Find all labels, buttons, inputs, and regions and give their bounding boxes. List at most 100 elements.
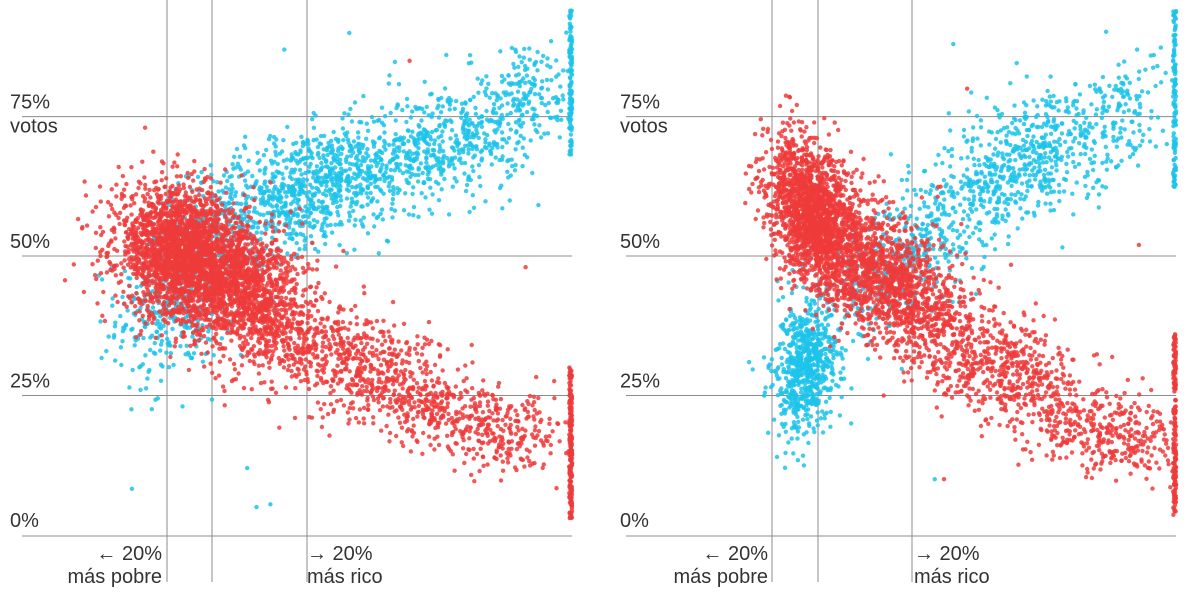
point-red xyxy=(268,180,273,185)
point-blue xyxy=(359,191,364,196)
point-red xyxy=(159,235,164,241)
point-blue xyxy=(323,241,328,247)
point-blue xyxy=(112,324,118,329)
point-blue xyxy=(305,155,311,160)
point-red xyxy=(165,254,170,259)
point-blue xyxy=(221,173,227,178)
point-blue xyxy=(324,183,329,189)
point-blue xyxy=(418,161,424,166)
point-red xyxy=(195,299,200,304)
point-blue xyxy=(347,161,353,166)
point-blue xyxy=(158,342,164,347)
point-blue xyxy=(163,330,169,335)
point-blue xyxy=(464,182,470,188)
point-red xyxy=(216,373,222,378)
point-blue xyxy=(329,187,334,192)
point-red xyxy=(263,231,268,236)
point-blue xyxy=(390,215,395,220)
point-red xyxy=(114,194,119,199)
point-blue xyxy=(421,180,426,186)
point-blue xyxy=(138,387,143,393)
point-blue xyxy=(387,142,392,148)
point-blue xyxy=(568,60,573,66)
point-blue xyxy=(471,155,476,160)
point-red xyxy=(125,236,131,242)
point-blue xyxy=(505,112,510,118)
point-red xyxy=(139,272,145,277)
point-red xyxy=(108,261,113,266)
point-blue xyxy=(311,171,316,176)
point-blue xyxy=(301,177,306,182)
point-blue xyxy=(119,362,124,368)
point-red xyxy=(190,265,195,270)
point-blue xyxy=(134,284,139,290)
point-blue xyxy=(436,96,441,102)
point-red xyxy=(98,225,103,230)
point-blue xyxy=(369,199,374,204)
point-red xyxy=(152,180,157,185)
point-red xyxy=(143,238,148,243)
point-blue xyxy=(466,147,471,152)
point-red xyxy=(239,363,245,368)
point-red xyxy=(113,293,118,298)
point-red xyxy=(168,266,173,271)
point-red xyxy=(148,195,153,200)
point-red xyxy=(305,320,310,326)
point-blue xyxy=(425,130,431,136)
point-red xyxy=(283,295,289,301)
point-red xyxy=(164,176,169,181)
point-blue xyxy=(330,200,336,206)
point-blue xyxy=(245,185,250,190)
point-blue xyxy=(338,170,344,176)
point-blue xyxy=(257,185,263,190)
point-blue xyxy=(390,177,395,183)
point-blue xyxy=(142,325,148,330)
point-blue xyxy=(219,336,224,341)
point-blue xyxy=(568,91,573,96)
point-blue xyxy=(199,169,204,175)
point-blue xyxy=(369,164,374,169)
point-blue xyxy=(564,30,569,35)
point-blue xyxy=(415,179,421,184)
point-blue xyxy=(479,124,485,129)
point-blue xyxy=(322,133,327,139)
point-blue xyxy=(170,326,175,332)
point-blue xyxy=(312,223,317,229)
point-blue xyxy=(229,174,234,179)
point-red xyxy=(201,334,207,339)
point-red xyxy=(138,181,143,186)
point-blue xyxy=(345,130,350,135)
point-red xyxy=(133,246,139,251)
point-red xyxy=(170,183,175,189)
point-red xyxy=(109,187,115,192)
point-blue xyxy=(532,91,538,97)
point-red xyxy=(142,196,148,201)
point-red xyxy=(176,183,182,188)
point-blue xyxy=(344,134,349,139)
point-blue xyxy=(511,98,516,103)
point-red xyxy=(144,242,150,248)
point-red xyxy=(214,198,220,203)
point-blue xyxy=(541,53,546,59)
point-red xyxy=(133,219,138,224)
point-blue xyxy=(538,95,544,101)
point-red xyxy=(164,310,169,315)
point-red xyxy=(90,262,95,267)
point-blue xyxy=(525,155,530,160)
point-red xyxy=(98,199,104,204)
point-red xyxy=(172,344,177,349)
point-blue xyxy=(470,131,475,136)
point-red xyxy=(151,149,156,154)
point-red xyxy=(120,173,126,179)
point-red xyxy=(314,267,320,272)
point-red xyxy=(138,230,143,236)
point-blue xyxy=(340,126,346,131)
point-blue xyxy=(439,133,444,139)
point-blue xyxy=(441,149,446,154)
point-red xyxy=(141,290,146,295)
point-blue xyxy=(378,176,383,182)
point-blue xyxy=(353,163,359,168)
point-red xyxy=(133,192,139,197)
point-blue xyxy=(166,365,172,370)
point-blue xyxy=(389,206,394,212)
